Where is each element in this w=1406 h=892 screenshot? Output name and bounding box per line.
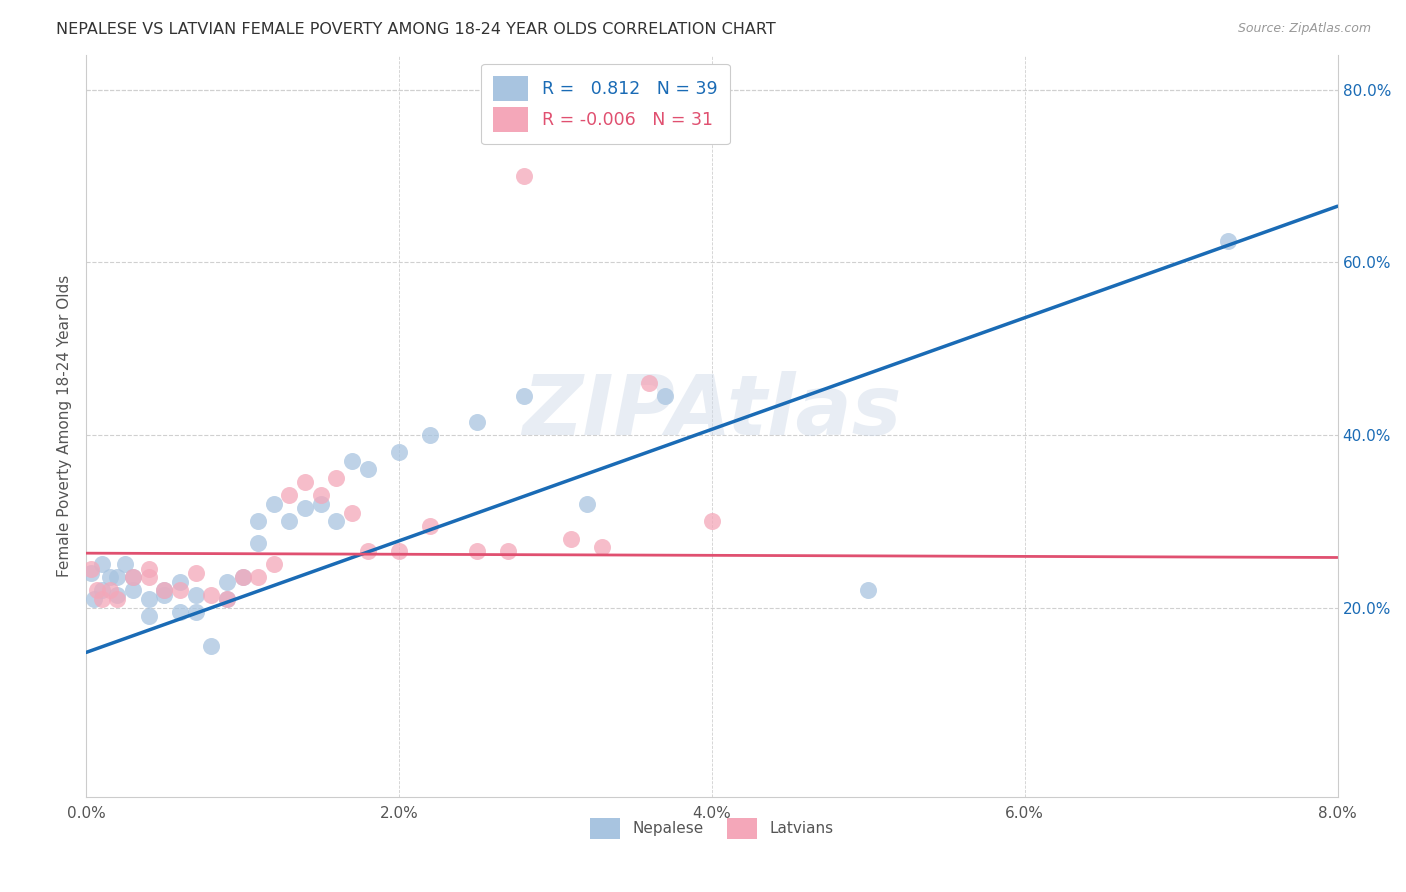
Point xyxy=(98,583,121,598)
Point xyxy=(80,562,103,576)
Point xyxy=(513,169,536,183)
Point xyxy=(858,583,880,598)
Text: Source: ZipAtlas.com: Source: ZipAtlas.com xyxy=(1237,22,1371,36)
Point xyxy=(105,588,128,602)
Point xyxy=(90,591,112,606)
Point xyxy=(388,445,411,459)
Point xyxy=(638,376,661,391)
Point xyxy=(560,532,582,546)
Point xyxy=(388,544,411,558)
Point xyxy=(200,640,222,654)
Legend: Nepalese, Latvians: Nepalese, Latvians xyxy=(583,812,839,846)
Point xyxy=(465,544,488,558)
Point xyxy=(80,566,103,580)
Point xyxy=(200,588,222,602)
Point xyxy=(278,488,301,502)
Point xyxy=(325,514,347,528)
Point xyxy=(122,570,145,584)
Point xyxy=(215,574,238,589)
Point xyxy=(309,497,332,511)
Point xyxy=(231,570,253,584)
Point xyxy=(215,591,238,606)
Point xyxy=(700,514,723,528)
Point xyxy=(184,605,207,619)
Point xyxy=(340,454,363,468)
Point xyxy=(465,415,488,429)
Point xyxy=(294,501,316,516)
Y-axis label: Female Poverty Among 18-24 Year Olds: Female Poverty Among 18-24 Year Olds xyxy=(58,275,72,577)
Point xyxy=(138,609,160,624)
Point xyxy=(90,583,112,598)
Text: NEPALESE VS LATVIAN FEMALE POVERTY AMONG 18-24 YEAR OLDS CORRELATION CHART: NEPALESE VS LATVIAN FEMALE POVERTY AMONG… xyxy=(56,22,776,37)
Point xyxy=(122,583,145,598)
Point xyxy=(263,497,285,511)
Point xyxy=(86,583,108,598)
Point xyxy=(325,471,347,485)
Point xyxy=(138,591,160,606)
Point xyxy=(231,570,253,584)
Point xyxy=(184,588,207,602)
Point xyxy=(357,544,380,558)
Point xyxy=(419,518,441,533)
Point xyxy=(184,566,207,580)
Point xyxy=(215,591,238,606)
Point xyxy=(340,506,363,520)
Point xyxy=(153,583,176,598)
Point xyxy=(169,605,191,619)
Point xyxy=(247,536,270,550)
Point xyxy=(278,514,301,528)
Point xyxy=(122,570,145,584)
Point xyxy=(294,475,316,490)
Point xyxy=(169,583,191,598)
Point xyxy=(513,389,536,403)
Point xyxy=(357,462,380,476)
Point xyxy=(83,591,105,606)
Point xyxy=(138,570,160,584)
Point xyxy=(309,488,332,502)
Point xyxy=(153,583,176,598)
Point xyxy=(153,588,176,602)
Point xyxy=(105,591,128,606)
Point xyxy=(591,540,613,554)
Point xyxy=(138,562,160,576)
Point xyxy=(247,514,270,528)
Point xyxy=(263,558,285,572)
Point xyxy=(654,389,676,403)
Point xyxy=(498,544,520,558)
Point xyxy=(98,570,121,584)
Point xyxy=(169,574,191,589)
Text: ZIPAtlas: ZIPAtlas xyxy=(522,371,901,452)
Point xyxy=(247,570,270,584)
Point xyxy=(1216,234,1239,248)
Point xyxy=(90,558,112,572)
Point xyxy=(419,428,441,442)
Point xyxy=(114,558,136,572)
Point xyxy=(575,497,598,511)
Point xyxy=(105,570,128,584)
